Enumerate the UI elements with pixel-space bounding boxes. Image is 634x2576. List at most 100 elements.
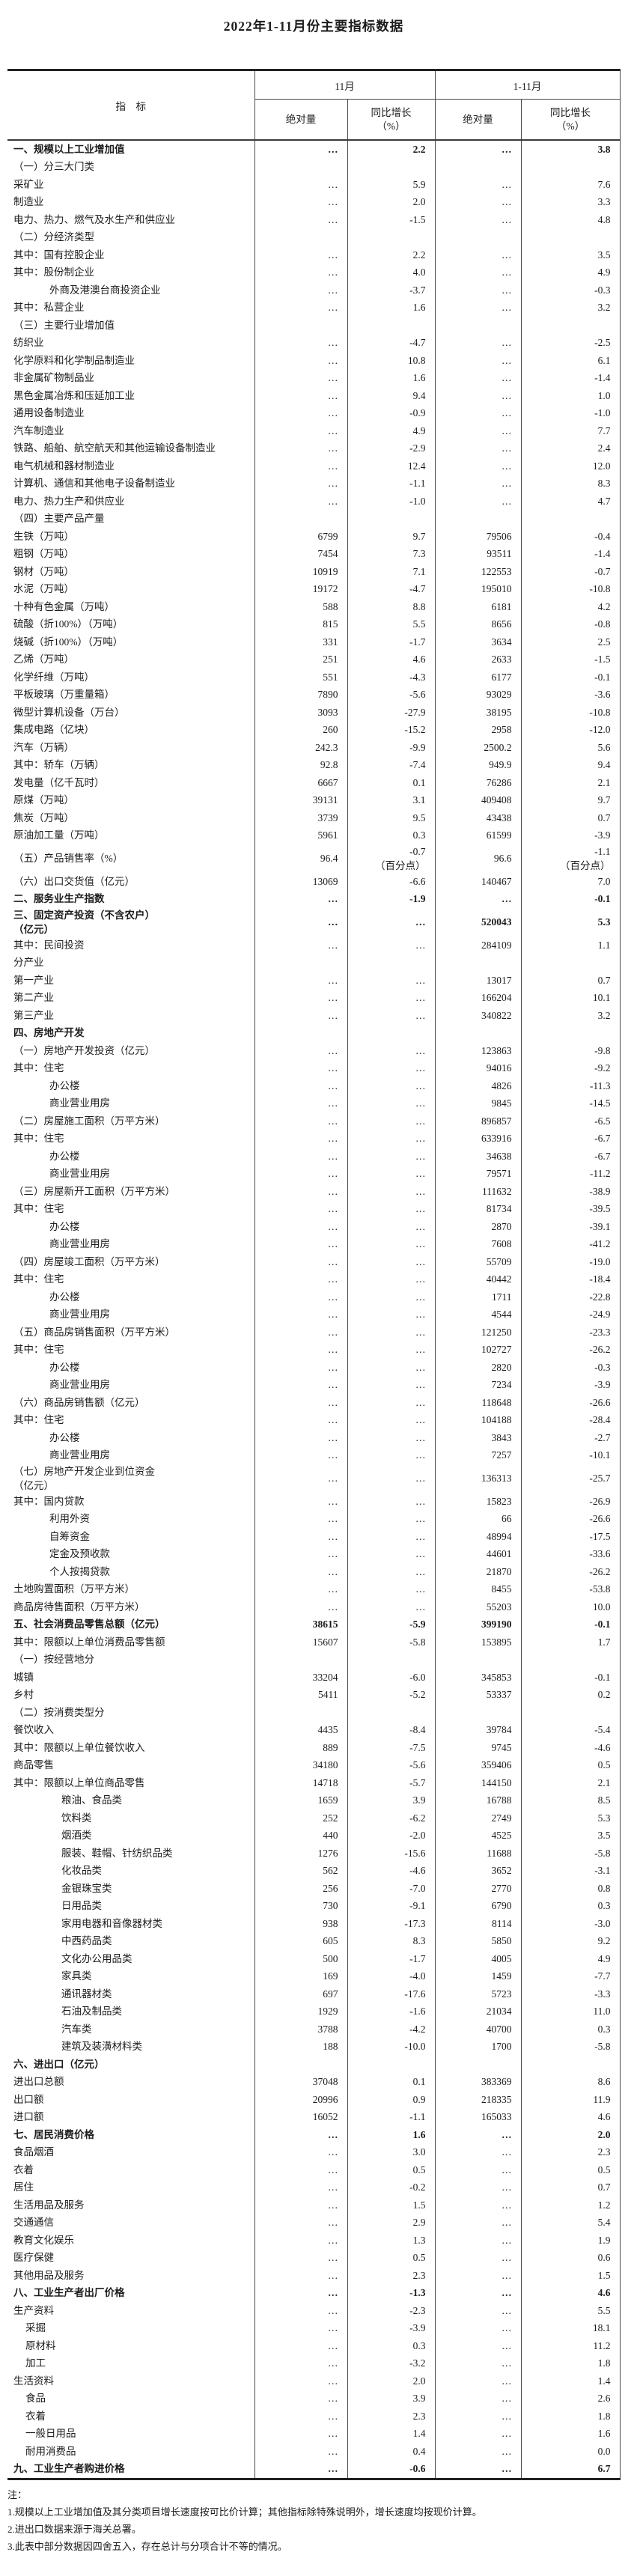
indicators-table: 指 标 11月 1-11月 绝对量 同比增长 （%） 绝对量 同比增长 （%） …	[7, 69, 621, 2480]
value-cell	[521, 317, 620, 335]
value-cell: …	[435, 140, 522, 159]
value-cell: -26.6	[589, 1396, 611, 1408]
indicator-cell: 食品烟酒	[7, 2143, 255, 2161]
table-row: 通讯器材类 697 -17.6 5723 -3.3	[7, 1985, 620, 2003]
table-row: 日用品类 730 -9.1 6790 0.3	[7, 1897, 620, 1915]
value-cell: -4.6	[594, 1741, 611, 1753]
value-cell: …	[254, 2390, 348, 2408]
value-cell: 4.7	[597, 495, 611, 507]
value-cell: …	[254, 2354, 348, 2372]
table-row: 办公楼…… 34638 -6.7	[7, 1148, 620, 1166]
value-cell: 8.6	[597, 2076, 611, 2088]
value-cell: …	[347, 1130, 436, 1148]
value-cell: 284109	[435, 937, 522, 954]
value-cell: -28.4	[589, 1414, 611, 1426]
indicator-cell: 水泥（万吨）	[7, 580, 255, 598]
value-cell: 11.9	[593, 2093, 611, 2105]
value-cell: -18.4	[589, 1273, 611, 1285]
value-cell: 10.0	[592, 1601, 611, 1613]
value-cell: …	[347, 1270, 436, 1288]
value-cell: 21870	[435, 1563, 522, 1581]
value-cell: 3.2	[597, 1009, 611, 1021]
table-row: 一、规模以上工业增加值… 2.2… 3.8	[7, 140, 620, 159]
value-cell: -10.1	[589, 1449, 611, 1461]
value-cell: 53337	[435, 1686, 522, 1704]
table-row: 其中：国内贷款…… 15823 -26.9	[7, 1493, 620, 1511]
value-cell: 1.7	[597, 1636, 611, 1648]
footnotes: 注： 1.规模以上工业增加值及其分类项目增长速度按可比价计算；其他指标除特殊说明…	[7, 2486, 620, 2555]
header-row-groups: 指 标 11月 1-11月	[7, 70, 620, 141]
table-row: 其中：股份制企业… 4.0… 4.9	[7, 264, 620, 281]
indicator-cell: （五）产品销售率（%）	[7, 844, 255, 873]
value-cell: …	[254, 1394, 348, 1412]
value-cell	[347, 1024, 436, 1042]
value-cell: 2.2	[347, 140, 436, 159]
value-cell: -9.8	[594, 1044, 611, 1056]
value-cell	[347, 1651, 436, 1669]
value-cell: 11688	[435, 1845, 522, 1863]
table-row: 分产业	[7, 954, 620, 972]
value-cell: …	[254, 2425, 348, 2443]
table-header: 指 标 11月 1-11月 绝对量 同比增长 （%） 绝对量 同比增长 （%）	[7, 70, 620, 141]
value-cell: 118648	[435, 1394, 522, 1412]
value-cell: 520043	[435, 908, 522, 937]
value-cell: 136313	[435, 1464, 522, 1493]
value-cell: 5723	[435, 1985, 522, 2003]
indicator-cell: 八、工业生产者出厂价格	[7, 2284, 255, 2302]
col-header-absolute-nov: 绝对量	[254, 99, 348, 141]
value-cell: -0.1	[594, 1619, 611, 1630]
table-row: 其中：住宅…… 633916 -6.7	[7, 1130, 620, 1148]
indicator-cell: 二、服务业生产指数	[7, 890, 255, 908]
value-cell: 1.6	[347, 299, 436, 317]
table-body: 一、规模以上工业增加值… 2.2… 3.8 （一）分三大门类 采矿业… 5.9… 7.6 制造…	[7, 140, 620, 2479]
value-cell: 1659	[254, 1791, 348, 1809]
indicator-cell: 其中：国有控股企业	[7, 246, 255, 264]
value-cell: …	[254, 1464, 348, 1493]
value-cell: 5961	[254, 826, 348, 844]
value-cell: 48994	[435, 1528, 522, 1546]
table-row: 乡村 5411 -5.2 53337 0.2	[7, 1686, 620, 1704]
table-row: 钢材（万吨） 10919 7.1 122553 -0.7	[7, 563, 620, 581]
value-cell: -0.1	[594, 671, 611, 683]
indicator-cell: 发电量（亿千瓦时）	[7, 774, 255, 792]
value-cell: -26.6	[589, 1513, 611, 1525]
value-cell: 399190	[435, 1616, 522, 1633]
value-cell: …	[347, 1253, 436, 1271]
value-cell: -1.6	[347, 2003, 436, 2021]
value-cell: 1.4	[597, 2375, 611, 2387]
value-cell: 551	[254, 669, 348, 686]
value-cell: …	[347, 1235, 436, 1253]
value-cell	[435, 158, 522, 176]
table-row: 一般日用品… 1.4… 1.6	[7, 2425, 620, 2443]
value-cell: -7.4	[347, 756, 436, 774]
value-cell: 20996	[254, 2091, 348, 2109]
value-cell: 1929	[254, 2003, 348, 2021]
value-cell: 188	[254, 2038, 348, 2056]
indicator-cell: （四）主要产品产量	[7, 510, 255, 528]
table-row: 六、进出口（亿元）	[7, 2056, 620, 2074]
table-row: 汽车类 3788 -4.2 40700 0.3	[7, 2021, 620, 2038]
value-cell: …	[254, 1493, 348, 1511]
value-cell: …	[254, 2460, 348, 2479]
value-cell	[347, 1704, 436, 1722]
indicator-cell: 六、进出口（亿元）	[7, 2056, 255, 2074]
value-cell: -25.7	[589, 1473, 611, 1484]
table-row: 电气机械和器材制造业… 12.4… 12.0	[7, 457, 620, 475]
table-row: 二、服务业生产指数… -1.9… -0.1	[7, 890, 620, 908]
table-row: 办公楼…… 3843 -2.7	[7, 1429, 620, 1447]
indicator-cell: 出口额	[7, 2091, 255, 2109]
value-cell: -3.1	[594, 1865, 611, 1877]
table-row: 其中：住宅…… 40442 -18.4	[7, 1270, 620, 1288]
indicator-cell: 烧碱（折100%）（万吨）	[7, 633, 255, 651]
value-cell: 16788	[435, 1791, 522, 1809]
table-row: 通用设备制造业… -0.9… -1.0	[7, 404, 620, 422]
value-cell: …	[435, 2178, 522, 2196]
value-cell: 96.4	[254, 844, 348, 873]
value-cell: …	[254, 1130, 348, 1148]
value-cell: …	[435, 2337, 522, 2355]
indicator-cell: 医疗保健	[7, 2249, 255, 2267]
value-cell: -5.8	[347, 1633, 436, 1651]
table-row: 五、社会消费品零售总额（亿元） 38615 -5.9 399190 -0.1	[7, 1616, 620, 1633]
value-cell: …	[254, 1545, 348, 1563]
indicator-cell: 采矿业	[7, 176, 255, 194]
